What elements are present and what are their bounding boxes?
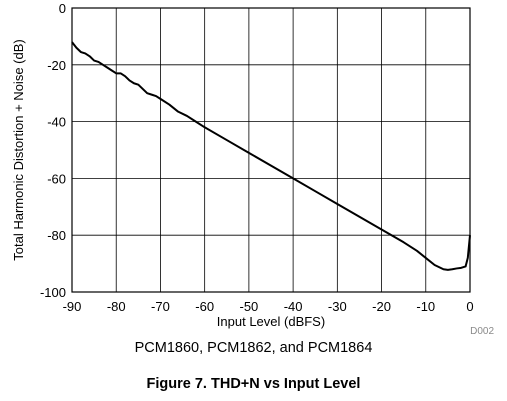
x-tick-labels: -90 -80 -70 -60 -50 -40 -30 -20 -10 0 xyxy=(63,299,474,314)
plot-background xyxy=(72,8,470,292)
y-tick-label: 0 xyxy=(59,1,66,16)
thdn-series-line xyxy=(71,41,471,271)
y-tick-label: -60 xyxy=(47,171,66,186)
x-tick-label: -40 xyxy=(284,299,303,314)
plot-frame xyxy=(71,7,471,293)
x-tick-label: -80 xyxy=(107,299,126,314)
x-tick-label: -10 xyxy=(416,299,435,314)
figure-subtitle: PCM1860, PCM1862, and PCM1864 xyxy=(134,340,373,356)
x-tick-label: -70 xyxy=(151,299,170,314)
y-tick-label: -20 xyxy=(47,58,66,73)
x-tick-label: -50 xyxy=(239,299,258,314)
figure-caption: Figure 7. THD+N vs Input Level xyxy=(146,376,361,392)
y-axis-label: Total Harmonic Distortion + Noise (dB) xyxy=(11,39,26,260)
y-tick-label: -80 xyxy=(47,228,66,243)
x-tick-label: -60 xyxy=(195,299,214,314)
y-tick-label: -40 xyxy=(47,115,66,130)
y-tick-labels: 0 -20 -40 -60 -80 -100 xyxy=(40,1,66,300)
x-tick-label: -30 xyxy=(328,299,347,314)
x-axis-label: Input Level (dBFS) xyxy=(217,314,325,329)
figure-id-label: D002 xyxy=(470,326,494,337)
x-tick-label: -20 xyxy=(372,299,391,314)
x-tick-label: 0 xyxy=(466,299,473,314)
x-tick-label: -90 xyxy=(63,299,82,314)
y-tick-label: -100 xyxy=(40,285,66,300)
